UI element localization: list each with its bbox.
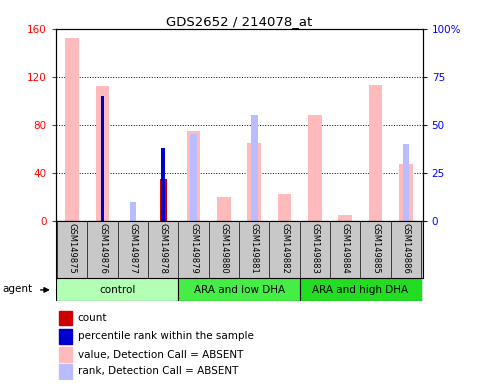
Bar (129, 202, 136, 221)
Text: GSM149879: GSM149879 (189, 223, 198, 273)
Bar (59, 347, 72, 362)
Bar (57, 278, 178, 301)
Text: GSM149880: GSM149880 (219, 223, 228, 273)
Bar (190, 134, 197, 221)
Text: GSM149877: GSM149877 (128, 223, 137, 273)
Text: GSM149883: GSM149883 (311, 223, 319, 273)
Bar (300, 278, 421, 301)
Bar (160, 179, 167, 221)
Title: GDS2652 / 214078_at: GDS2652 / 214078_at (166, 15, 312, 28)
Bar (369, 85, 383, 221)
Text: GSM149886: GSM149886 (401, 223, 411, 273)
Text: rank, Detection Call = ABSENT: rank, Detection Call = ABSENT (78, 366, 238, 376)
Bar (247, 143, 261, 221)
Text: GSM149882: GSM149882 (280, 223, 289, 273)
Text: ARA and high DHA: ARA and high DHA (313, 285, 409, 295)
Bar (278, 194, 291, 221)
Bar (178, 278, 300, 301)
Bar (339, 215, 352, 221)
Text: GSM149875: GSM149875 (68, 223, 77, 273)
Bar (101, 96, 104, 221)
Text: ARA and low DHA: ARA and low DHA (194, 285, 284, 295)
Bar (96, 86, 109, 221)
Text: GSM149876: GSM149876 (98, 223, 107, 273)
Text: GSM149878: GSM149878 (159, 223, 168, 273)
Bar (59, 311, 72, 326)
Text: value, Detection Call = ABSENT: value, Detection Call = ABSENT (78, 349, 243, 360)
Text: agent: agent (3, 284, 33, 294)
Bar (59, 364, 72, 379)
Text: GSM149885: GSM149885 (371, 223, 380, 273)
Bar (403, 144, 409, 221)
Bar (161, 148, 165, 221)
Text: count: count (78, 313, 107, 323)
Bar (251, 115, 257, 221)
Bar (308, 115, 322, 221)
Text: control: control (99, 285, 136, 295)
Bar (59, 329, 72, 344)
Text: percentile rank within the sample: percentile rank within the sample (78, 331, 254, 341)
Text: GSM149881: GSM149881 (250, 223, 259, 273)
Text: GSM149884: GSM149884 (341, 223, 350, 273)
Bar (187, 131, 200, 221)
Bar (65, 38, 79, 221)
Bar (399, 164, 413, 221)
Bar (217, 197, 231, 221)
